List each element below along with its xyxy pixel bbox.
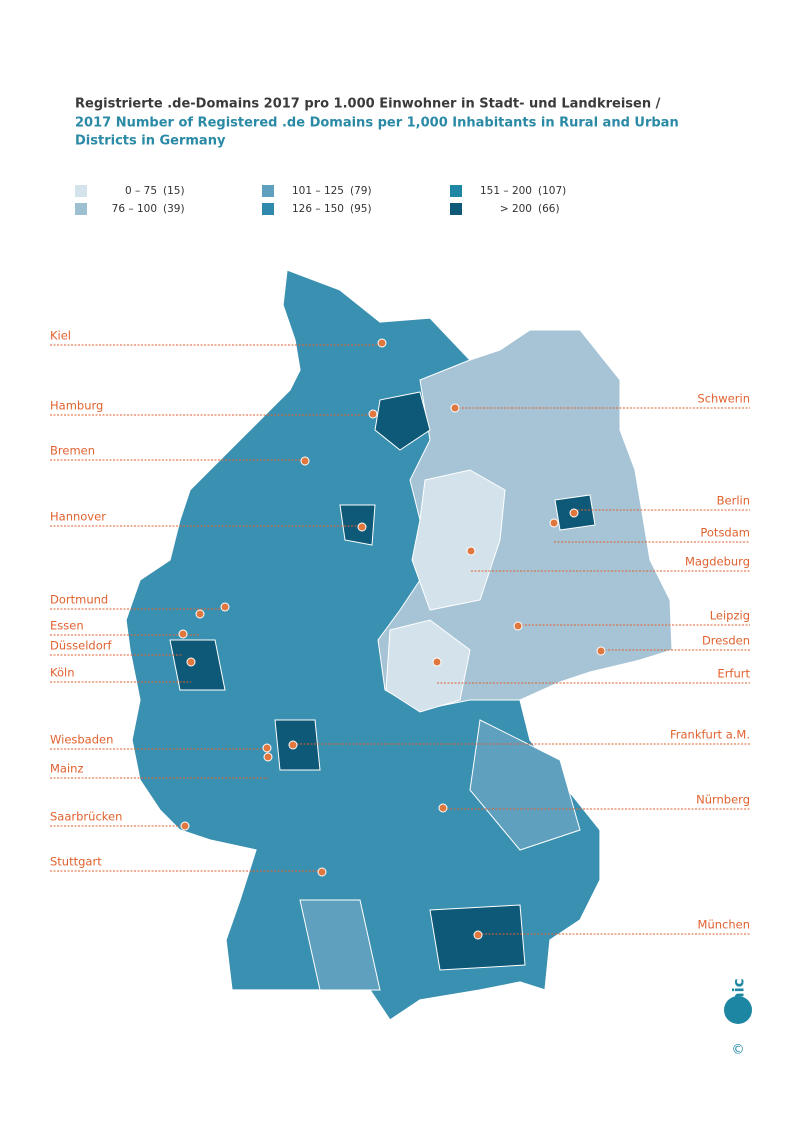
legend-count: (95) [350,203,372,215]
city-dot [368,409,378,419]
legend-count: (66) [538,203,560,215]
city-label: Berlin [717,494,750,508]
city-dot [186,657,196,667]
city-dot [513,621,523,631]
city-label: Dresden [702,634,750,648]
city-label: Potsdam [700,526,750,540]
map [125,269,673,1021]
legend-range: 101 – 125 [292,185,344,197]
city-dot [549,518,559,528]
city-label: Nürnberg [696,793,750,807]
legend-count: (107) [538,185,566,197]
dark-region [339,504,376,546]
light-region [385,619,471,713]
city-label: Wiesbaden [50,733,113,747]
legend-swatch [450,203,462,215]
title-en: Districts in Germany [75,134,226,149]
city-dot [466,546,476,556]
dark-region [169,639,226,691]
copyright: © [732,1043,745,1058]
title-en: 2017 Number of Registered .de Domains pe… [75,116,679,131]
city-label: Schwerin [697,392,750,406]
city-dot [262,743,272,753]
legend-swatch [75,203,87,215]
legend-swatch [75,185,87,197]
city-label: Frankfurt a.M. [670,728,750,742]
city-label: Leipzig [710,609,750,623]
legend-range: 76 – 100 [112,203,157,215]
dark-region [374,391,431,451]
city-dot [220,602,230,612]
city-dot [300,456,310,466]
city-label: Bremen [50,444,95,458]
city-dot [432,657,442,667]
city-dot [195,609,205,619]
city-dot [438,803,448,813]
legend-count: (15) [163,185,185,197]
city-label: Hannover [50,510,106,524]
city-dot [263,752,273,762]
city-label: Erfurt [717,667,750,681]
city-label: Stuttgart [50,855,102,869]
city-label: Dortmund [50,593,108,607]
city-label: Saarbrücken [50,810,122,824]
city-dot [357,522,367,532]
legend-range: 126 – 150 [292,203,344,215]
city-label: Essen [50,619,84,633]
city-label: Köln [50,666,75,680]
legend-count: (79) [350,185,372,197]
logo-circle [724,996,752,1024]
legend-range: > 200 [500,203,532,215]
city-dot [596,646,606,656]
city-dot [288,740,298,750]
city-dot [377,338,387,348]
city-dot [178,629,188,639]
city-dot [473,930,483,940]
city-label: Hamburg [50,399,103,413]
legend-range: 0 – 75 [125,185,157,197]
legend-range: 151 – 200 [480,185,532,197]
legend-swatch [262,185,274,197]
city-label: München [698,918,750,932]
city-dot [569,508,579,518]
city-label: Düsseldorf [50,639,112,653]
city-dot [180,821,190,831]
title-de: Registrierte .de-Domains 2017 pro 1.000 … [75,97,661,112]
mid-region [469,719,581,851]
city-label: Kiel [50,329,71,343]
city-dot [450,403,460,413]
legend-count: (39) [163,203,185,215]
legend-swatch [262,203,274,215]
city-label: Magdeburg [685,555,750,569]
east-region [377,329,673,711]
mid-region [299,899,381,991]
logo: denic [724,978,752,1024]
logo-text: denic [730,978,748,1024]
light-region [411,469,506,611]
legend-swatch [450,185,462,197]
city-dot [317,867,327,877]
city-label: Mainz [50,762,84,776]
